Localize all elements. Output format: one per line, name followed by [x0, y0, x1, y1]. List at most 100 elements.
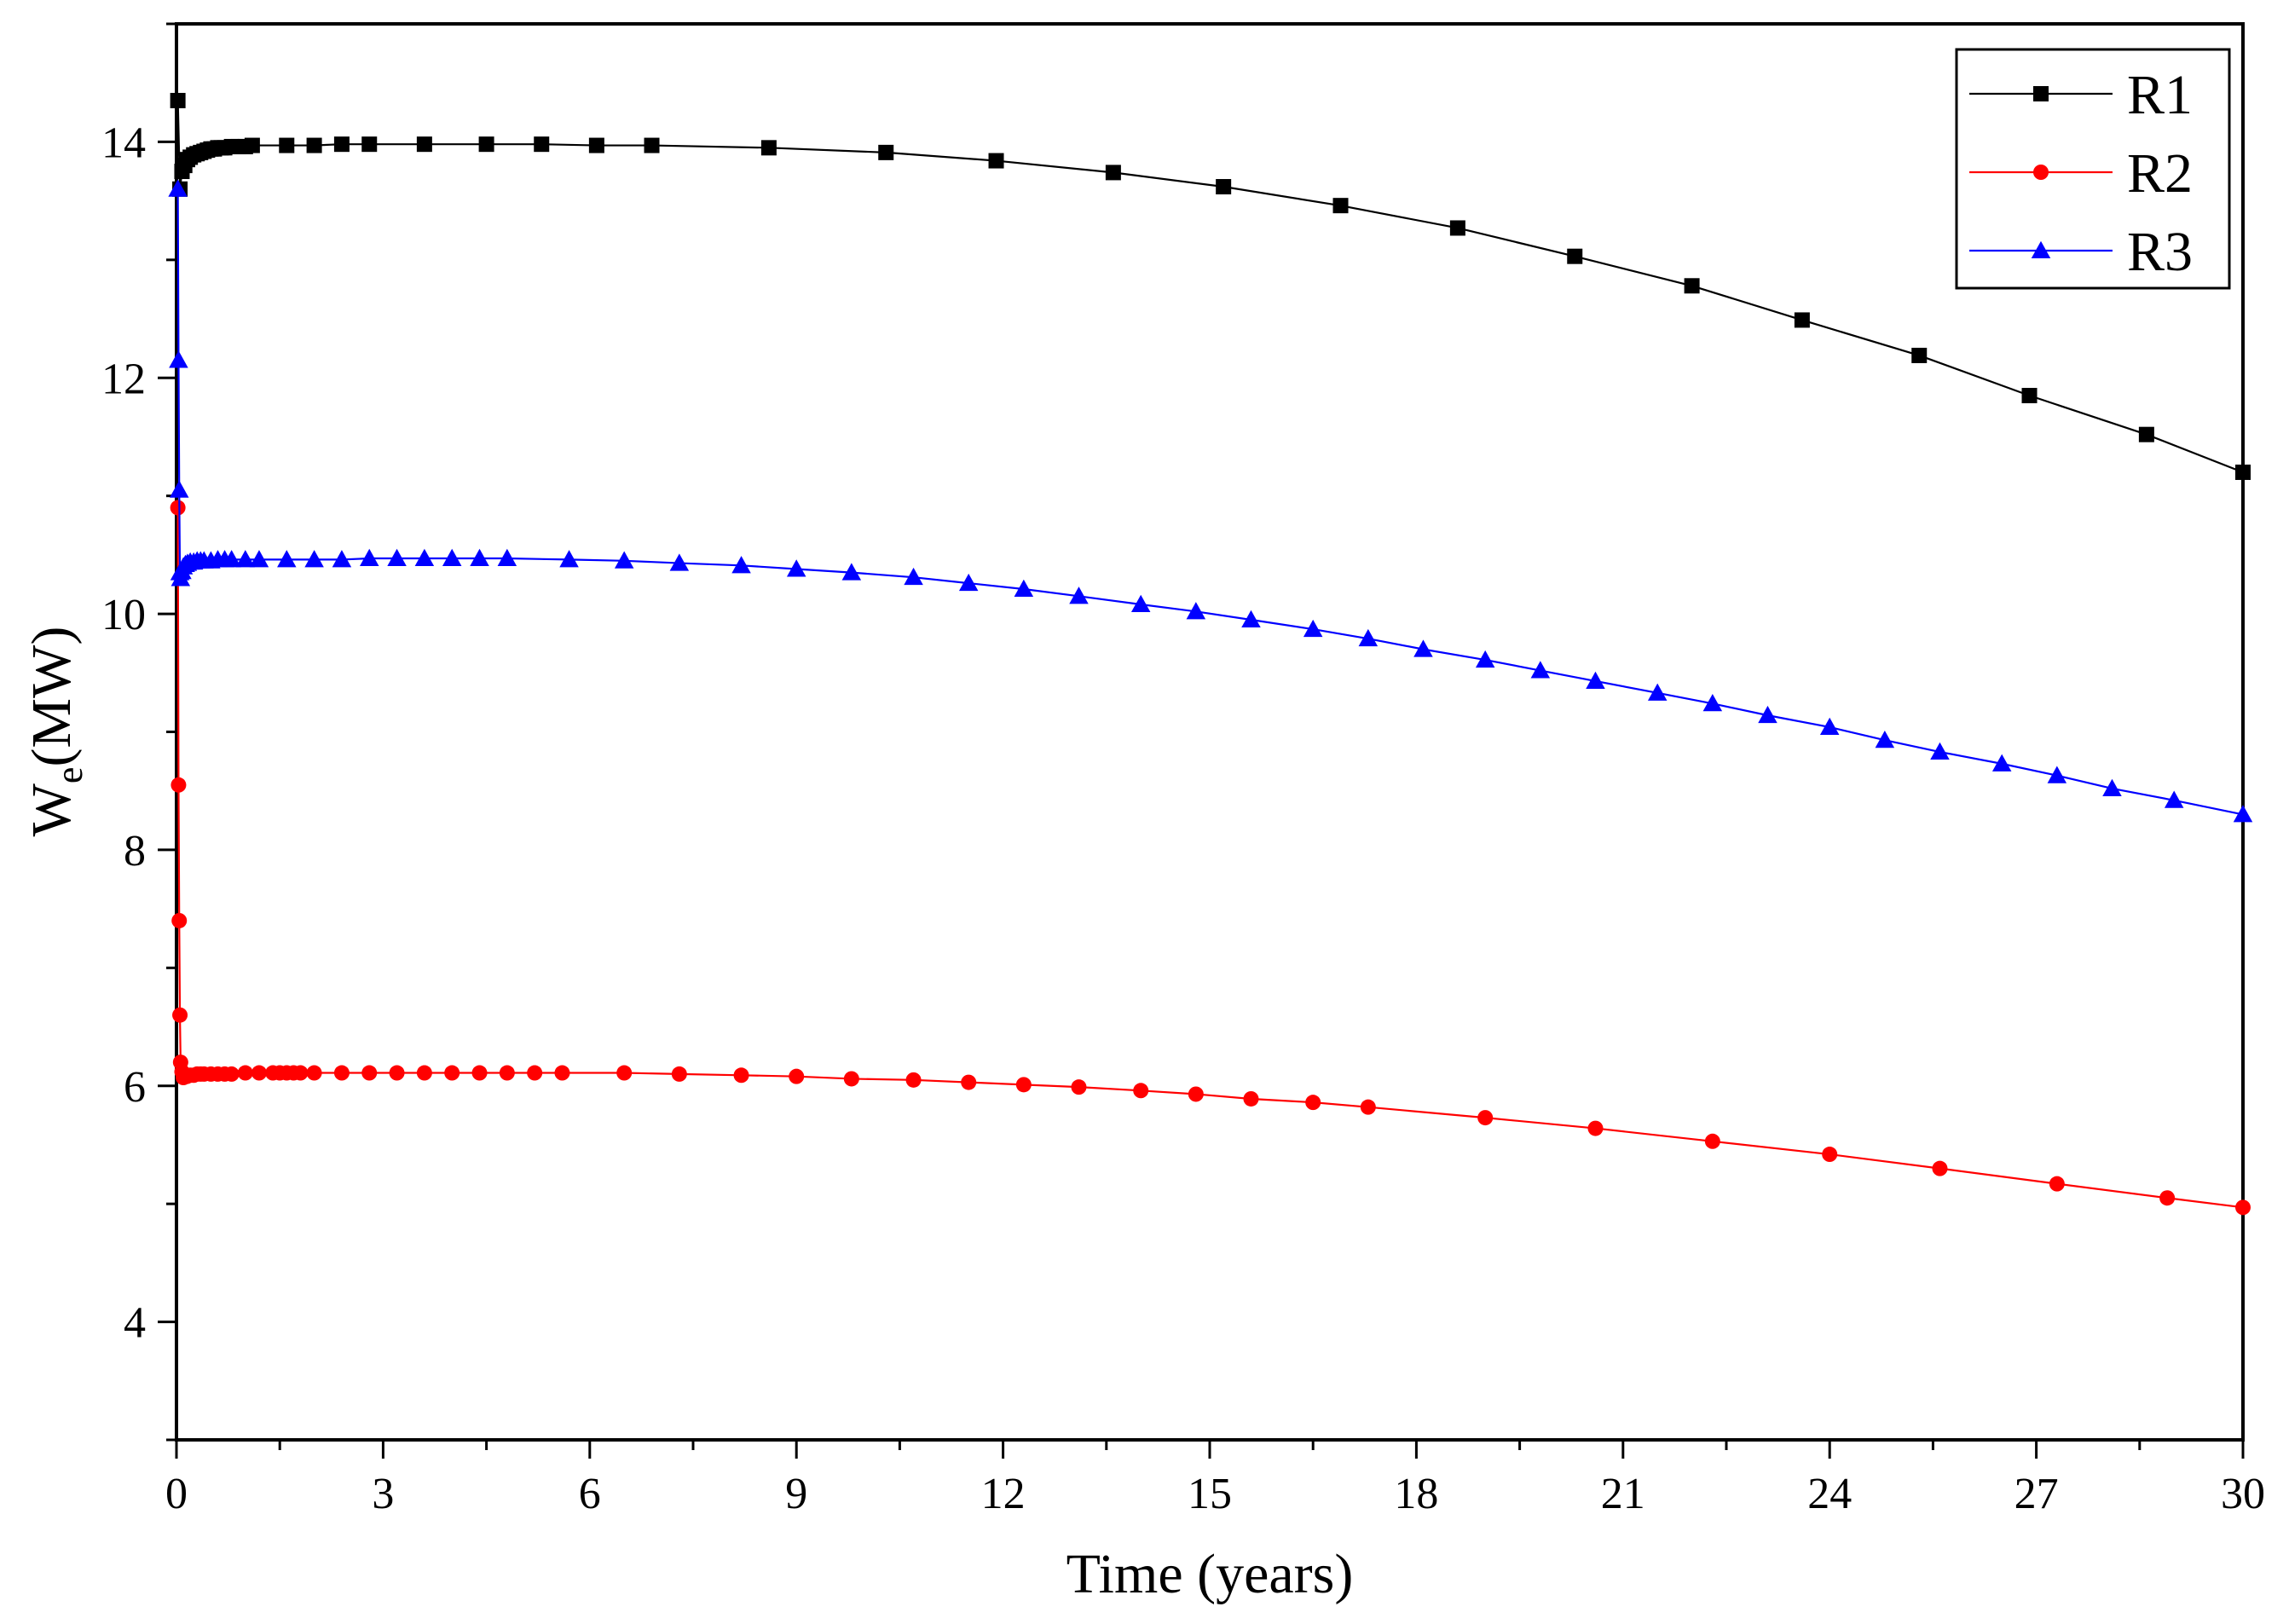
y-axis-title-subscript: e [49, 767, 90, 784]
data-point-r3 [168, 179, 188, 197]
data-point-r3 [2102, 778, 2122, 796]
data-point-r1 [1684, 278, 1700, 294]
data-point-r3 [470, 548, 489, 567]
y-tick-label: 14 [101, 118, 146, 167]
x-axis-ticks: 0 3 6 9 12 15 18 21 24 27 30 [165, 1440, 2265, 1518]
data-point-r3 [332, 550, 352, 568]
data-point-r2 [554, 1065, 570, 1081]
data-point-r2 [905, 1072, 922, 1088]
data-point-r1 [1332, 198, 1349, 214]
x-tick-label: 18 [1394, 1470, 1438, 1518]
data-point-r2 [1188, 1086, 1204, 1102]
data-point-r2 [1587, 1120, 1604, 1136]
data-point-r2 [361, 1065, 378, 1081]
data-point-r1 [478, 136, 494, 153]
data-point-r2 [333, 1065, 350, 1081]
data-point-r2 [1071, 1079, 1087, 1095]
x-tick-label: 30 [2221, 1470, 2265, 1518]
data-point-r3 [1413, 639, 1433, 657]
data-point-r2 [1477, 1110, 1494, 1126]
data-point-r3 [2233, 805, 2253, 823]
y-tick-label: 8 [124, 827, 146, 876]
data-point-r3 [1303, 619, 1323, 638]
data-point-r2 [171, 777, 187, 793]
data-point-r3 [614, 551, 634, 569]
x-tick-label: 0 [165, 1470, 188, 1518]
series-layer [168, 92, 2253, 1216]
data-point-r1 [644, 137, 660, 153]
data-point-r1 [588, 137, 604, 153]
data-point-r2 [671, 1066, 687, 1082]
data-point-r3 [359, 548, 379, 567]
data-point-r1 [760, 140, 777, 156]
data-point-r3 [1186, 602, 1206, 620]
data-point-r3 [1358, 628, 1379, 647]
data-point-r3 [958, 573, 979, 592]
data-point-r2 [1243, 1090, 1259, 1107]
data-point-r3 [304, 550, 324, 568]
data-point-r3 [2047, 766, 2067, 783]
data-point-r1 [2021, 388, 2038, 404]
data-point-r2 [172, 1007, 188, 1023]
data-point-r2 [1704, 1133, 1720, 1149]
data-point-r3 [414, 548, 435, 567]
data-point-r1 [416, 136, 432, 153]
data-point-r3 [1475, 650, 1495, 668]
data-point-r3 [1130, 594, 1151, 613]
x-axis-title: Time (years) [1066, 1543, 1354, 1605]
data-point-r2 [843, 1071, 859, 1087]
x-tick-label: 6 [579, 1470, 601, 1518]
svg-text:We(MW): We(MW) [20, 627, 90, 837]
series-r3 [168, 179, 2253, 823]
x-tick-label: 21 [1601, 1470, 1645, 1518]
x-tick-label: 3 [372, 1470, 394, 1518]
data-point-r3 [222, 550, 241, 568]
x-tick-label: 12 [981, 1470, 1026, 1518]
data-point-r2 [292, 1065, 309, 1081]
data-point-r1 [878, 144, 894, 160]
data-point-r2 [2159, 1190, 2176, 1206]
data-point-r3 [786, 559, 806, 577]
x-tick-label: 9 [785, 1470, 807, 1518]
data-point-r3 [235, 550, 256, 568]
series-r2 [170, 500, 2251, 1216]
data-point-r1 [2235, 464, 2251, 480]
data-point-r1 [1216, 179, 1232, 195]
data-point-r3 [1875, 730, 1895, 748]
data-point-r2 [237, 1065, 253, 1081]
data-point-r2 [171, 912, 188, 928]
data-point-r1 [306, 137, 322, 153]
data-point-r2 [961, 1074, 977, 1090]
data-point-r3 [1069, 587, 1089, 604]
data-point-r2 [306, 1065, 322, 1081]
data-point-r3 [1702, 694, 1723, 712]
data-point-r3 [904, 567, 923, 586]
legend-label-r3: R3 [2127, 221, 2193, 283]
data-point-r1 [534, 136, 550, 153]
data-point-r1 [333, 136, 350, 153]
y-tick-label: 10 [101, 591, 146, 639]
y-tick-label: 6 [124, 1063, 146, 1112]
data-point-r3 [387, 548, 407, 567]
data-point-r1 [1105, 165, 1121, 181]
x-tick-label: 15 [1188, 1470, 1232, 1518]
data-point-r2 [1133, 1083, 1149, 1099]
legend-label-r2: R2 [2127, 142, 2193, 205]
data-point-r2 [789, 1068, 805, 1084]
y-axis-title-main: W [20, 783, 83, 836]
data-point-r3 [1819, 717, 1840, 735]
data-point-r2 [1305, 1095, 1321, 1111]
data-point-r1 [170, 92, 186, 108]
data-point-r3 [559, 550, 579, 568]
data-point-r1 [361, 136, 378, 153]
legend-marker-r1 [2033, 86, 2049, 101]
x-tick-label: 27 [2014, 1470, 2059, 1518]
data-point-r1 [244, 137, 260, 153]
data-point-r2 [389, 1065, 405, 1081]
data-point-r3 [169, 350, 188, 368]
data-point-r1 [1449, 220, 1465, 236]
data-point-r3 [1991, 754, 2012, 772]
data-point-r3 [277, 550, 297, 568]
y-tick-label: 4 [124, 1299, 146, 1348]
data-point-r3 [2164, 790, 2184, 808]
